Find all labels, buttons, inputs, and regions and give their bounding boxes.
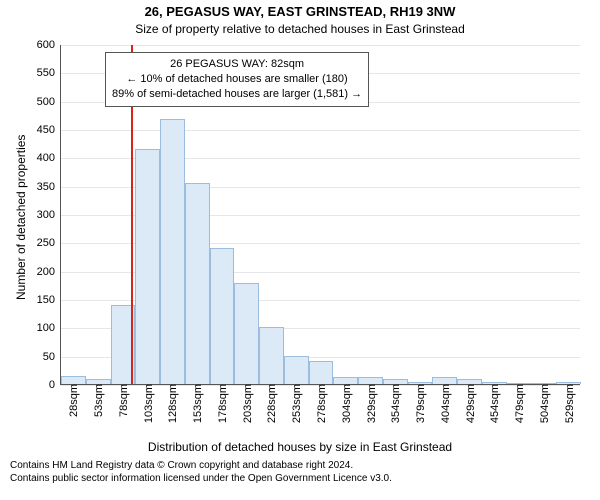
histogram-bar bbox=[185, 183, 210, 384]
y-tick: 250 bbox=[37, 237, 61, 249]
footer-line-1: Contains HM Land Registry data © Crown c… bbox=[10, 460, 392, 473]
histogram-bar bbox=[210, 248, 235, 384]
info-box: 26 PEGASUS WAY: 82sqm ← 10% of detached … bbox=[105, 52, 369, 107]
gridline bbox=[61, 45, 580, 46]
x-tick: 329sqm bbox=[364, 384, 378, 423]
histogram-bar bbox=[61, 376, 86, 385]
x-tick: 278sqm bbox=[314, 384, 328, 423]
histogram-bar bbox=[135, 149, 160, 384]
histogram-bar bbox=[160, 119, 185, 384]
chart-title: 26, PEGASUS WAY, EAST GRINSTEAD, RH19 3N… bbox=[0, 4, 600, 19]
x-tick: 253sqm bbox=[289, 384, 303, 423]
histogram-bar bbox=[234, 283, 259, 384]
y-axis-label: Number of detached properties bbox=[14, 135, 28, 300]
x-tick: 153sqm bbox=[190, 384, 204, 423]
histogram-bar bbox=[309, 361, 334, 384]
y-tick: 200 bbox=[37, 266, 61, 278]
x-tick: 379sqm bbox=[413, 384, 427, 423]
x-tick: 404sqm bbox=[438, 384, 452, 423]
x-tick: 354sqm bbox=[388, 384, 402, 423]
y-tick: 600 bbox=[37, 39, 61, 51]
x-tick: 479sqm bbox=[512, 384, 526, 423]
x-tick: 504sqm bbox=[537, 384, 551, 423]
x-tick: 454sqm bbox=[487, 384, 501, 423]
x-tick: 78sqm bbox=[116, 384, 130, 417]
x-tick: 529sqm bbox=[562, 384, 576, 423]
y-tick: 450 bbox=[37, 124, 61, 136]
gridline bbox=[61, 130, 580, 131]
y-tick: 500 bbox=[37, 96, 61, 108]
x-tick: 53sqm bbox=[91, 384, 105, 417]
y-tick: 0 bbox=[49, 379, 61, 391]
footer: Contains HM Land Registry data © Crown c… bbox=[10, 460, 392, 485]
y-tick: 100 bbox=[37, 322, 61, 334]
x-tick: 103sqm bbox=[141, 384, 155, 423]
histogram-bar bbox=[432, 377, 457, 384]
x-tick: 429sqm bbox=[463, 384, 477, 423]
info-line-1: 26 PEGASUS WAY: 82sqm bbox=[112, 57, 362, 72]
y-tick: 300 bbox=[37, 209, 61, 221]
chart-subtitle: Size of property relative to detached ho… bbox=[0, 22, 600, 36]
x-axis-label: Distribution of detached houses by size … bbox=[0, 440, 600, 454]
histogram-bar bbox=[259, 327, 284, 384]
x-tick: 304sqm bbox=[339, 384, 353, 423]
y-tick: 400 bbox=[37, 152, 61, 164]
histogram-bar bbox=[284, 356, 309, 384]
info-line-3: 89% of semi-detached houses are larger (… bbox=[112, 87, 362, 102]
y-tick: 550 bbox=[37, 67, 61, 79]
histogram-bar bbox=[358, 377, 383, 384]
x-tick: 178sqm bbox=[215, 384, 229, 423]
x-tick: 203sqm bbox=[240, 384, 254, 423]
x-tick: 28sqm bbox=[66, 384, 80, 417]
footer-line-2: Contains public sector information licen… bbox=[10, 473, 392, 486]
x-tick: 128sqm bbox=[165, 384, 179, 423]
y-tick: 150 bbox=[37, 294, 61, 306]
histogram-bar bbox=[333, 377, 358, 384]
y-tick: 50 bbox=[43, 351, 61, 363]
y-tick: 350 bbox=[37, 181, 61, 193]
info-line-2: ← 10% of detached houses are smaller (18… bbox=[112, 72, 362, 87]
x-tick: 228sqm bbox=[264, 384, 278, 423]
